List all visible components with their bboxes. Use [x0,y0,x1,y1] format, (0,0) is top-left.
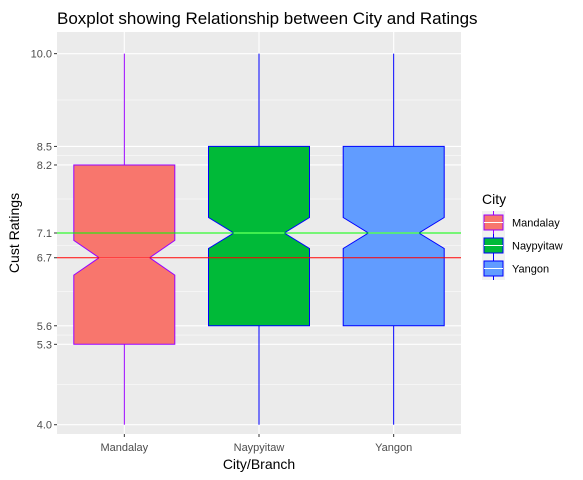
y-tick-label: 7.1 [37,228,52,240]
box-naypyitaw [208,53,310,425]
x-axis: Mandalay Naypyitaw Yangon [100,434,412,454]
notched-box [73,164,176,345]
legend-item-naypyitaw: Naypyitaw [482,234,563,257]
legend-item-mandalay: Mandalay [482,211,560,234]
y-tick-label: 8.5 [37,141,52,153]
legend-label: Yangon [512,264,549,276]
legend-label: Naypyitaw [512,241,563,253]
x-tick-label: Yangon [375,442,412,454]
y-tick-label: 10.0 [31,49,52,61]
legend-title: City [482,191,506,207]
y-tick-label: 8.2 [37,160,52,172]
y-tick-label: 4.0 [37,420,52,432]
x-tick-label: Mandalay [100,442,148,454]
reference-lines [57,232,461,259]
y-tick-label: 6.7 [37,253,52,265]
legend: City Mandalay Naypyitaw Yangon [482,191,563,280]
y-axis-title: Cust Ratings [6,193,22,273]
notched-box [208,145,310,327]
y-tick-label: 5.3 [37,339,52,351]
legend-label: Mandalay [512,218,560,230]
y-tick-label: 5.6 [37,321,52,333]
legend-item-yangon: Yangon [482,257,549,280]
notched-box [342,145,445,327]
x-axis-title: City/Branch [223,456,295,472]
y-axis: 4.0 5.3 5.6 6.7 7.1 8.2 8.5 10.0 [31,49,57,432]
chart-title: Boxplot showing Relationship between Cit… [57,9,478,28]
x-tick-label: Naypyitaw [234,442,285,454]
boxes [73,53,445,425]
